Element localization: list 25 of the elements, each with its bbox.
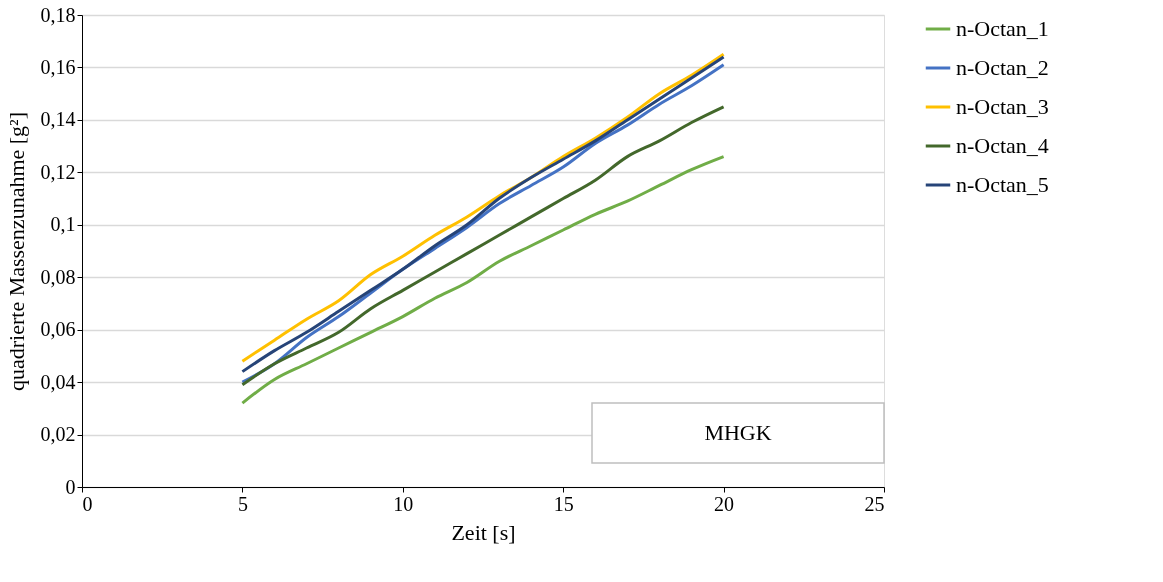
x-tick-label: 10 (393, 492, 414, 515)
line-series (240, 155, 726, 405)
annotation: MHGK (704, 420, 772, 445)
y-tick-label: 0,14 (40, 108, 76, 131)
x-tick-label: 15 (553, 492, 574, 515)
x-tick-label: 5 (237, 492, 248, 515)
legend-label: n-Octan_1 (956, 16, 1049, 41)
y-tick-label: 0,08 (40, 265, 76, 288)
y-tick-label: 0,04 (40, 370, 76, 393)
y-tick-label: 0,18 (40, 3, 76, 26)
legend-label: n-Octan_5 (956, 172, 1049, 197)
legend-label: n-Octan_4 (956, 133, 1049, 158)
x-tick-label: 25 (864, 492, 885, 515)
y-tick-label: 0,02 (40, 423, 76, 446)
y-tick-label: 0,12 (40, 160, 76, 183)
y-tick-label: 0,16 (40, 55, 76, 78)
y-tick-label: 0,1 (50, 213, 76, 236)
y-tick-label: 0,06 (40, 318, 76, 341)
x-tick-label: 20 (714, 492, 735, 515)
x-tick-label: 0 (82, 492, 93, 515)
x-axis-title: Zeit [s] (451, 519, 516, 545)
legend-label: n-Octan_3 (956, 94, 1049, 119)
legend-label: n-Octan_2 (956, 55, 1049, 80)
y-tick-label: 0 (65, 475, 76, 498)
y-axis-title: quadrierte Massenzunahme [g²] (3, 111, 29, 392)
